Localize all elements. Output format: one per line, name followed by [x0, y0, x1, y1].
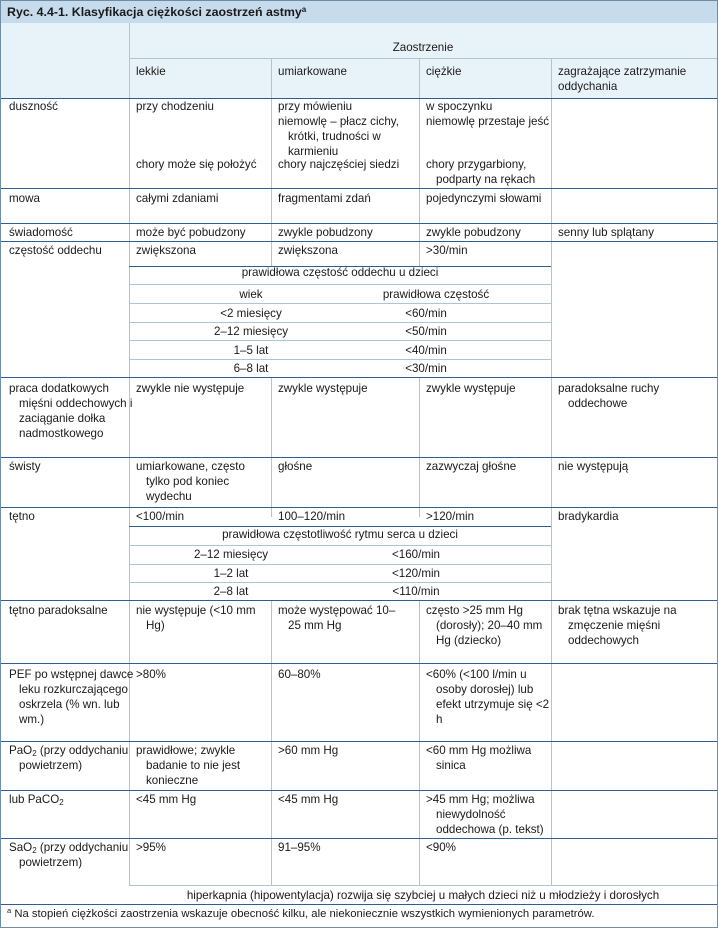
pao2-lekkie: prawidłowe; zwykle badanie to nie jest k…: [136, 744, 241, 787]
czestosc-lekkie: zwiększona: [136, 244, 196, 257]
hr-rate-2: <110/min: [392, 585, 440, 598]
mowa-ciezkie: pojedynczymi słowami: [426, 192, 542, 205]
hr-age-2: 2–8 lat: [213, 585, 249, 598]
czestosc-ciezkie: >30/min: [426, 244, 468, 257]
row-label-pao2: PaO2 (przy oddychaniu powietrzem): [9, 744, 129, 772]
hr-age-0: 2–12 miesięcy: [193, 548, 269, 561]
swiadomosc-ciezkie: zwykle pobudzony: [426, 226, 521, 239]
swisty-umiarkowane: głośne: [278, 460, 313, 473]
tetno-ciezkie: >120/min: [426, 510, 475, 523]
resp-rate-0: <60/min: [405, 307, 447, 320]
swisty-lekkie: umiarkowane, często tylko pod koniec wyd…: [136, 460, 245, 503]
table-header-band: [1, 23, 717, 98]
pao2-umiarkowane: >60 mm Hg: [278, 744, 339, 757]
swiadomosc-zagrazajace: senny lub splątany: [558, 226, 655, 239]
row-label-dusznosc: duszność: [9, 100, 58, 113]
dusznosc-ciezkie-2: niemowlę przestaje jeść: [426, 115, 550, 128]
paradoksalne-zagrazajace: brak tętna wskazuje na zmęczenie mięśni …: [558, 604, 677, 647]
resp-rate-1: <50/min: [405, 325, 447, 338]
hiperkapnia-note: hiperkapnia (hipowentylacja) rozwija się…: [186, 889, 660, 902]
row-label-mowa: mowa: [9, 192, 40, 205]
col-head-ciezkie: ciężkie: [426, 65, 462, 78]
swisty-zagrazajace: nie występują: [558, 460, 629, 473]
resp-rate-2: <40/min: [405, 344, 447, 357]
resp-age-2: 1–5 lat: [233, 344, 269, 357]
row-label-paco2: lub PaCO2: [9, 793, 64, 807]
hr-rate-1: <120/min: [391, 567, 441, 580]
hr-rate-0: <160/min: [391, 548, 441, 561]
footnote: a Na stopień ciężkości zaostrzenia wskaz…: [7, 906, 595, 920]
resp-sub-title: prawidłowa częstość oddechu u dzieci: [241, 266, 439, 279]
col-head-zagrazajace: zagrażające zatrzymanie oddychania: [558, 65, 687, 93]
row-label-pef: PEF po wstępnej dawce leku rozkurczające…: [9, 668, 134, 726]
mowa-umiarkowane: fragmentami zdań: [278, 192, 371, 205]
row-label-paradoksalne: tętno paradoksalne: [9, 604, 108, 617]
praca-lekkie: zwykle nie występuje: [136, 382, 245, 395]
praca-ciezkie: zwykle występuje: [426, 382, 516, 395]
sao2-ciezkie: <90%: [426, 841, 456, 854]
pao2-ciezkie: <60 mm Hg możliwa sinica: [426, 744, 532, 772]
swiadomosc-lekkie: może być pobudzony: [136, 226, 246, 239]
sao2-lekkie: >95%: [136, 841, 166, 854]
header-zaostrzenie: Zaostrzenie: [392, 41, 454, 54]
dusznosc-umiarkowane-1: przy mówieniu: [278, 100, 353, 113]
resp-age-3: 6–8 lat: [233, 362, 269, 375]
row-label-tetno: tętno: [9, 510, 35, 523]
resp-rate-3: <30/min: [405, 362, 447, 375]
row-label-czestosc: częstość oddechu: [9, 244, 102, 257]
resp-sub-col-czestosc: prawidłowa częstość: [382, 288, 490, 301]
tetno-lekkie: <100/min: [136, 510, 185, 523]
resp-age-1: 2–12 miesięcy: [213, 325, 289, 338]
paco2-ciezkie: >45 mm Hg; możliwa niewydolność oddechow…: [426, 793, 544, 836]
tetno-zagrazajace: bradykardia: [558, 510, 619, 523]
praca-zagrazajace: paradoksalne ruchy oddechowe: [558, 382, 660, 410]
dusznosc-ciezkie-3: chory przygarbiony, podparty na rękach: [426, 158, 536, 186]
mowa-lekkie: całymi zdaniami: [136, 192, 219, 205]
title-bar: Ryc. 4.4-1. Klasyfikacja ciężkości zaost…: [1, 1, 717, 23]
sao2-umiarkowane: 91–95%: [278, 841, 321, 854]
col-head-lekkie: lekkie: [136, 65, 166, 78]
paradoksalne-umiarkowane: może występować 10–25 mm Hg: [278, 604, 396, 632]
czestosc-umiarkowane: zwiększona: [278, 244, 338, 257]
pef-ciezkie: <60% (<100 l/min u osoby dorosłej) lub e…: [426, 668, 550, 726]
tetno-umiarkowane: 100–120/min: [278, 510, 346, 523]
pef-umiarkowane: 60–80%: [278, 668, 321, 681]
dusznosc-ciezkie-1: w spoczynku: [426, 100, 493, 113]
row-label-praca: praca dodatkowych mięśni oddechowych i z…: [9, 382, 133, 440]
swisty-ciezkie: zazwyczaj głośne: [426, 460, 517, 473]
paco2-umiarkowane: <45 mm Hg: [278, 793, 339, 806]
dusznosc-lekkie-2: chory może się położyć: [136, 158, 257, 171]
hr-age-1: 1–2 lat: [213, 567, 249, 580]
dusznosc-umiarkowane-3: chory najczęściej siedzi: [278, 158, 400, 171]
dusznosc-lekkie-1: przy chodzeniu: [136, 100, 214, 113]
paradoksalne-ciezkie: często >25 mm Hg (dorosły); 20–40 mm Hg …: [426, 604, 543, 647]
row-label-swisty: świsty: [9, 460, 41, 473]
swiadomosc-umiarkowane: zwykle pobudzony: [278, 226, 373, 239]
paradoksalne-lekkie: nie występuje (<10 mm Hg): [136, 604, 256, 632]
page-title: Ryc. 4.4-1. Klasyfikacja ciężkości zaost…: [7, 5, 307, 19]
resp-age-0: <2 miesięcy: [220, 307, 282, 320]
praca-umiarkowane: zwykle występuje: [278, 382, 368, 395]
dusznosc-umiarkowane-2: niemowlę – płacz cichy, krótki, trudnośc…: [278, 115, 399, 158]
resp-sub-col-wiek: wiek: [239, 288, 263, 301]
col-head-umiarkowane: umiarkowane: [278, 65, 347, 78]
row-label-sao2: SaO2 (przy oddychaniu powietrzem): [9, 841, 129, 869]
row-label-swiadomosc: świadomość: [9, 226, 73, 239]
paco2-lekkie: <45 mm Hg: [136, 793, 197, 806]
pef-lekkie: >80%: [136, 668, 166, 681]
hr-sub-title: prawidłowa częstotliwość rytmu serca u d…: [222, 528, 458, 541]
